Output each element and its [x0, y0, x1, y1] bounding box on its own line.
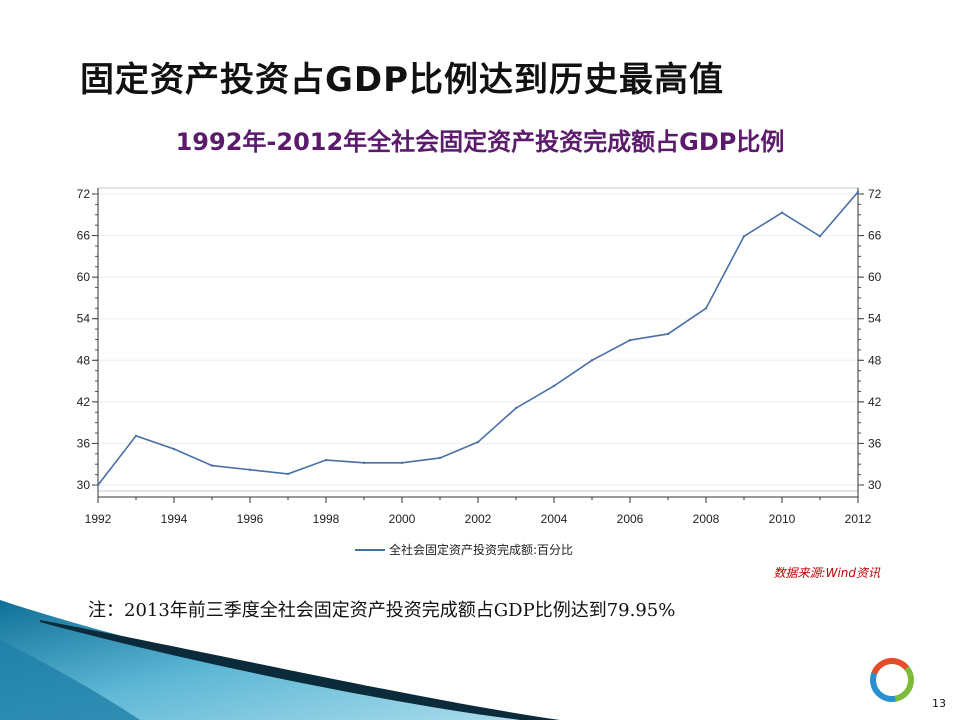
y-tick-label-left: 54: [77, 312, 91, 326]
y-tick-label-right: 30: [868, 478, 882, 492]
x-tick-label: 2006: [617, 512, 644, 526]
page-number: 13: [932, 697, 946, 710]
data-point: [856, 190, 860, 194]
teal-corner: [0, 640, 140, 720]
y-tick-label-right: 60: [868, 270, 882, 284]
data-point: [286, 472, 290, 476]
data-point: [96, 483, 100, 487]
y-tick-label-left: 60: [77, 270, 91, 284]
data-point: [742, 235, 746, 238]
data-source: 数据来源:Wind资讯: [773, 566, 880, 580]
data-point: [400, 461, 404, 465]
legend-swatch: [355, 548, 385, 551]
y-tick-label-left: 48: [77, 353, 91, 367]
teal-swoosh: [0, 600, 520, 720]
chart-legend: 全社会固定资产投资完成额:百分比: [355, 541, 573, 558]
data-point: [590, 359, 594, 362]
company-logo: [870, 658, 914, 702]
x-tick-label: 2002: [465, 512, 492, 526]
y-tick-label-right: 42: [868, 395, 882, 409]
x-tick-label: 2004: [541, 512, 568, 526]
line-chart: 30 30 36 36 42 42 48 48 54 54 60 60 66 66 72 72 1992 1994…: [77, 187, 882, 526]
y-tick-label-right: 54: [868, 312, 882, 326]
y-tick-label-left: 42: [77, 395, 91, 409]
data-point: [324, 458, 328, 462]
x-tick-label: 1998: [313, 512, 340, 526]
x-tick-label: 2010: [769, 512, 796, 526]
data-point: [514, 406, 518, 410]
data-point: [704, 307, 708, 310]
y-tick-label-right: 66: [868, 229, 882, 243]
data-point: [552, 384, 556, 388]
y-tick-label-right: 36: [868, 436, 882, 450]
data-point: [780, 211, 784, 214]
y-tick-label-left: 66: [77, 229, 91, 243]
data-point: [362, 461, 366, 465]
legend-label: 全社会固定资产投资完成额:百分比: [389, 543, 574, 557]
x-tick-label: 1992: [85, 512, 112, 526]
x-tick-label: 2012: [845, 512, 872, 526]
data-point: [248, 468, 252, 471]
y-tick-label-left: 36: [77, 436, 91, 450]
y-tick-label-left: 72: [77, 187, 91, 201]
plot-area: [97, 187, 859, 492]
footnote: 注：2013年前三季度全社会固定资产投资完成额占GDP比例达到79.95%: [88, 600, 676, 621]
data-point: [210, 464, 214, 467]
data-point: [818, 235, 822, 238]
x-tick-label: 1994: [161, 512, 188, 526]
data-point: [476, 440, 480, 444]
data-point: [666, 332, 670, 336]
x-tick-label: 2000: [389, 512, 416, 526]
data-point: [438, 456, 442, 460]
chart-title: 1992年-2012年全社会固定资产投资完成额占GDP比例: [175, 128, 785, 156]
y-tick-label-left: 30: [77, 478, 91, 492]
x-tick-label: 2008: [693, 512, 720, 526]
data-point: [628, 338, 632, 342]
slide-title: 固定资产投资占GDP比例达到历史最高值: [80, 60, 725, 100]
data-point: [172, 447, 176, 451]
y-tick-label-right: 48: [868, 353, 882, 367]
data-point: [134, 434, 138, 438]
y-tick-label-right: 72: [868, 187, 882, 201]
x-tick-label: 1996: [237, 512, 264, 526]
